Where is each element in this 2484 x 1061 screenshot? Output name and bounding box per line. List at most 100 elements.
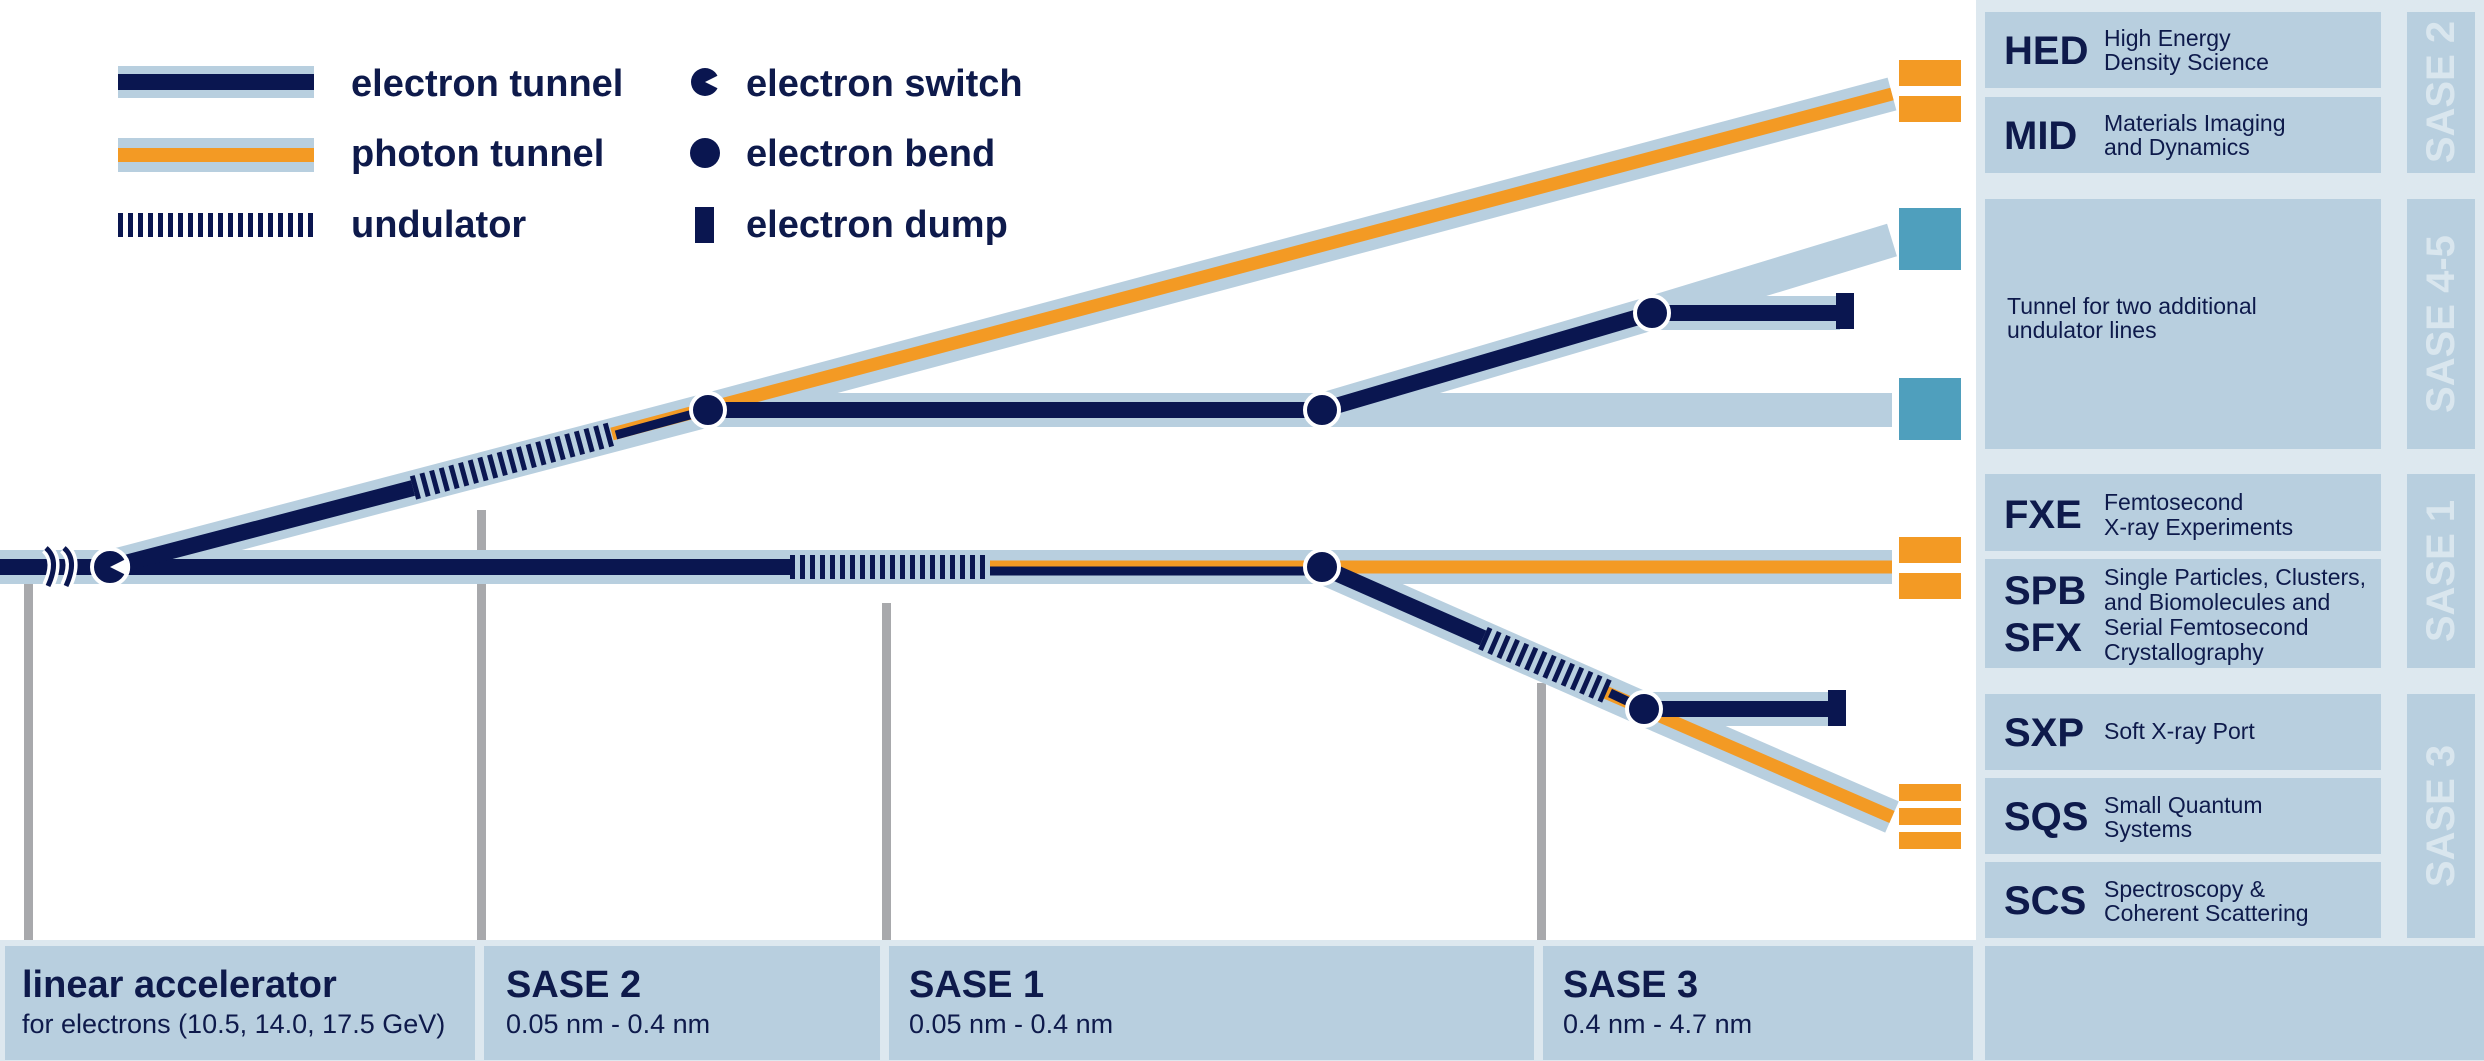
sase4-5-tunnel: [1647, 223, 1897, 330]
hutch-sase4: [1899, 208, 1961, 270]
legend-electron-tunnel: electron tunnel: [351, 63, 623, 105]
electron-dump-icon: [695, 207, 714, 243]
electron-switch-node: [689, 391, 727, 429]
instrument-desc: Single Particles, Clusters,: [2104, 564, 2366, 590]
instrument-desc: Small Quantum: [2104, 792, 2263, 818]
hutch-sqs: [1899, 808, 1961, 825]
hutch-markers: [1899, 60, 1961, 849]
instrument-code: SCS: [2004, 879, 2086, 923]
instrument-desc: and Biomolecules and: [2104, 589, 2330, 615]
legend-electron-beam-line: [118, 74, 314, 90]
instrument-desc: Serial Femtosecond: [2104, 614, 2309, 640]
section-sase1: [889, 946, 1534, 1060]
group-bar: [2407, 474, 2475, 668]
instrument-desc: Crystallography: [2104, 639, 2264, 665]
section-title: SASE 3: [1563, 964, 1698, 1006]
instrument-desc: undulator lines: [2007, 317, 2157, 343]
pillar: [24, 582, 33, 940]
section-linac: [5, 946, 475, 1060]
legend-photon-tunnel: photon tunnel: [351, 133, 604, 175]
instrument-code: SPB: [2004, 569, 2086, 613]
section-sase2: [484, 946, 880, 1060]
hutch-sase5: [1899, 378, 1961, 440]
instrument-box: [1985, 778, 2381, 854]
electron-bend-icon: [690, 138, 720, 168]
linac-break-symbol: [41, 543, 78, 589]
instrument-desc: Systems: [2104, 816, 2192, 842]
undulator-sase3: [1478, 626, 1615, 705]
legend-photon-beam-line: [118, 148, 314, 162]
legend-undulator: undulator: [351, 204, 526, 246]
hutch-fxe: [1899, 537, 1961, 563]
instrument-desc: Materials Imaging: [2104, 110, 2286, 136]
instrument-box: [1985, 694, 2381, 770]
instrument-box: [1985, 199, 2381, 449]
hutch-hed: [1899, 60, 1961, 86]
instrument-box: [1985, 559, 2381, 668]
electron-beam-sase2-branch: [107, 480, 416, 575]
instrument-code: FXE: [2004, 493, 2082, 537]
hutch-sxp: [1899, 784, 1961, 801]
instrument-code: SFX: [2004, 616, 2082, 660]
undulators: [409, 422, 1615, 705]
section-title: SASE 2: [506, 964, 641, 1006]
instrument-desc: High Energy: [2104, 25, 2231, 51]
instrument-desc: X-ray Experiments: [2104, 514, 2293, 540]
instrument-code: SQS: [2004, 795, 2088, 839]
hutch-scs: [1899, 832, 1961, 849]
legend-electron-dump: electron dump: [746, 204, 1008, 246]
section-title: linear accelerator: [22, 964, 337, 1006]
instrument-code: MID: [2004, 114, 2077, 158]
pillars: [24, 510, 1546, 940]
group-bar: [2407, 199, 2475, 449]
hutch-mid: [1899, 96, 1961, 122]
instrument-desc: and Dynamics: [2104, 134, 2250, 160]
instrument-panel: HED High Energy Density Science MID Mate…: [1976, 0, 2484, 941]
legend-electron-switch: electron switch: [746, 63, 1023, 105]
section-subtitle: 0.05 nm - 0.4 nm: [909, 1009, 1113, 1039]
pillar: [882, 603, 891, 940]
legend: electron tunnel photon tunnel undulator …: [118, 63, 1023, 246]
section-title: SASE 1: [909, 964, 1044, 1006]
instrument-desc: Coherent Scattering: [2104, 900, 2309, 926]
instrument-box: [1985, 862, 2381, 938]
tunnels: [0, 77, 1899, 833]
electron-switch-node: [1303, 548, 1341, 586]
instrument-box: [1985, 12, 2381, 88]
electron-nodes: [90, 294, 1671, 728]
section-sase3: [1543, 946, 1973, 1060]
electron-beam-sase4: [1319, 305, 1655, 418]
section-subtitle: 0.4 nm - 4.7 nm: [1563, 1009, 1752, 1039]
instrument-desc: Tunnel for two additional: [2007, 293, 2257, 319]
electron-beam-sase3-a: [1318, 559, 1487, 646]
legend-electron-bend: electron bend: [746, 133, 995, 175]
instrument-desc: Femtosecond: [2104, 489, 2243, 515]
group-label: SASE 2: [2419, 21, 2463, 163]
electron-bend-node: [1303, 391, 1341, 429]
undulator-sase2: [409, 422, 616, 500]
electron-bend-node: [1633, 294, 1671, 332]
group-label: SASE 4-5: [2419, 235, 2463, 413]
electron-bend-node: [1625, 690, 1663, 728]
instrument-code: HED: [2004, 29, 2088, 73]
instrument-box: [1985, 97, 2381, 173]
electron-switch-icon: [691, 68, 724, 96]
section-empty: [1985, 946, 2484, 1060]
instrument-desc: Density Science: [2104, 49, 2269, 75]
electron-dump-icon: [1836, 293, 1854, 329]
pillar: [477, 510, 486, 940]
group-bar: [2407, 12, 2475, 173]
electron-dump-icon: [1828, 690, 1846, 726]
group-label: SASE 1: [2419, 500, 2463, 642]
group-bar: [2407, 694, 2475, 938]
electron-switch-icon: [90, 547, 131, 587]
pillar: [1537, 683, 1546, 940]
hutch-spb: [1899, 573, 1961, 599]
instrument-code: SXP: [2004, 711, 2084, 755]
section-subtitle: for electrons (10.5, 14.0, 17.5 GeV): [22, 1009, 445, 1039]
section-bar: linear accelerator for electrons (10.5, …: [0, 940, 2484, 1061]
instrument-box: [1985, 474, 2381, 551]
section-subtitle: 0.05 nm - 0.4 nm: [506, 1009, 710, 1039]
photon-beam-sase2: [610, 87, 1894, 441]
